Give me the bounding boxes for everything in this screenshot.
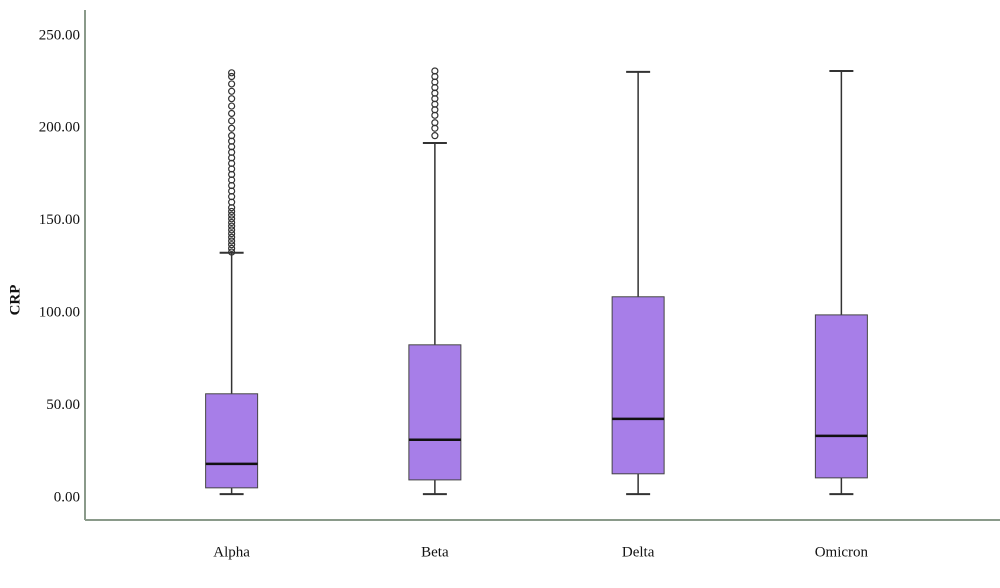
outlier bbox=[431, 132, 439, 140]
outlier bbox=[228, 207, 236, 216]
outlier bbox=[228, 229, 236, 238]
y-tick-label: 250.00 bbox=[39, 27, 80, 43]
box bbox=[611, 296, 665, 475]
outlier bbox=[228, 226, 236, 234]
outlier bbox=[228, 117, 236, 125]
outlier bbox=[228, 87, 236, 95]
y-tick-label: 150.00 bbox=[39, 212, 80, 228]
y-tick-label: 0.00 bbox=[54, 489, 80, 505]
outlier bbox=[228, 102, 236, 110]
outlier bbox=[228, 109, 236, 118]
y-tick-label: 200.00 bbox=[39, 120, 80, 136]
outlier bbox=[228, 244, 236, 252]
x-tick-label: Beta bbox=[421, 544, 449, 560]
outlier bbox=[228, 72, 236, 81]
x-tick-label: Delta bbox=[622, 544, 655, 560]
y-axis-label: CRP bbox=[7, 285, 23, 316]
x-tick-label: Omicron bbox=[815, 544, 869, 560]
outlier bbox=[228, 95, 236, 103]
outlier bbox=[431, 67, 439, 75]
box bbox=[205, 393, 259, 489]
outlier bbox=[228, 215, 236, 223]
outlier bbox=[228, 233, 236, 241]
outlier bbox=[228, 248, 236, 256]
y-tick-label: 50.00 bbox=[46, 397, 80, 413]
outlier bbox=[431, 119, 439, 127]
y-tick-label: 100.00 bbox=[39, 304, 80, 320]
outlier bbox=[228, 124, 236, 132]
outlier bbox=[228, 241, 236, 249]
outlier bbox=[228, 237, 236, 245]
outlier bbox=[228, 218, 236, 227]
outlier bbox=[228, 211, 236, 219]
box bbox=[814, 314, 868, 479]
outlier bbox=[228, 222, 236, 230]
outlier bbox=[228, 132, 236, 140]
outlier bbox=[228, 69, 236, 77]
x-tick-label: Alpha bbox=[213, 544, 250, 560]
box bbox=[408, 344, 462, 481]
outlier bbox=[228, 80, 236, 88]
